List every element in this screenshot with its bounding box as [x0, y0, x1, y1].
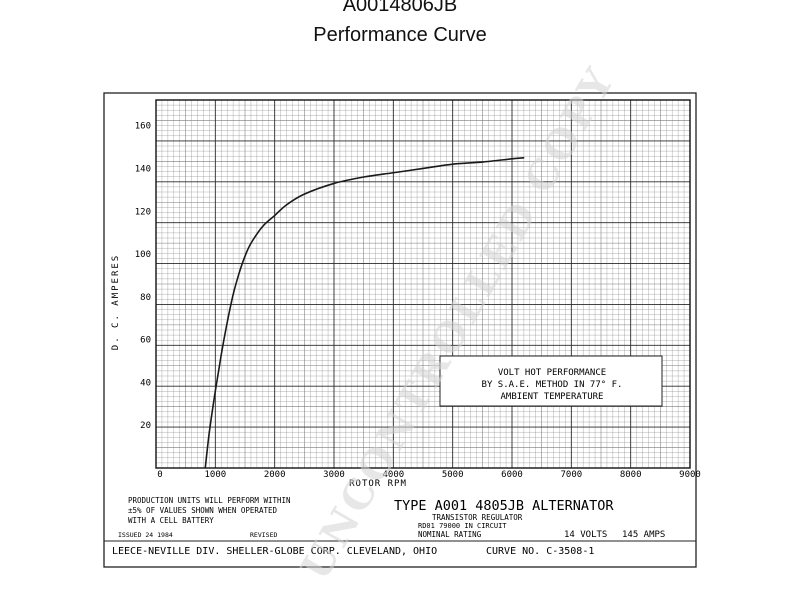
annotation-line-2: BY S.A.E. METHOD IN 77° F.: [482, 380, 623, 390]
annotation-box-frame: [439, 355, 663, 407]
curve-point: [214, 390, 216, 392]
plot-frame: [155, 99, 691, 469]
curve-point: [274, 214, 276, 217]
curve-point: [232, 294, 234, 296]
curve-point: [333, 182, 335, 185]
production-note-line-2: ±5% OF VALUES SHOWN WHEN OPERATED: [128, 506, 277, 515]
y-tick-label: 120: [135, 207, 151, 217]
curve-point: [452, 163, 454, 165]
production-note-line-3: WITH A CELL BATTERY: [128, 516, 214, 525]
page-title: A0014806JB: [342, 0, 458, 16]
regulator-line-1: TRANSISTOR REGULATOR: [432, 513, 523, 522]
curve-point: [262, 225, 264, 227]
x-tick-label: 8000: [620, 470, 642, 480]
x-tick-labels: 0 1000 2000 3000 4000 5000 6000 7000 8000 9000: [157, 470, 701, 480]
footer-block: PRODUCTION UNITS WILL PERFORM WITHIN ±5%…: [104, 496, 696, 557]
curve-point: [220, 354, 222, 356]
y-tick-label: 100: [135, 250, 151, 260]
y-tick-label: 40: [140, 378, 151, 388]
curve-points: [204, 157, 525, 469]
curve-point: [303, 193, 305, 195]
curve-point: [250, 242, 252, 244]
annotation-line-3: AMBIENT TEMPERATURE: [501, 392, 604, 402]
x-tick-label: 6000: [501, 470, 523, 480]
x-tick-label: 1000: [204, 470, 226, 480]
curve-number: CURVE NO. C-3508-1: [486, 546, 594, 557]
curve-point: [422, 167, 424, 170]
nominal-amps: 145 AMPS: [622, 530, 665, 540]
y-tick-label: 160: [135, 122, 151, 132]
curve-point: [523, 157, 525, 159]
nominal-label: NOMINAL RATING: [418, 530, 482, 539]
x-tick-label: 4000: [382, 470, 404, 480]
annotation-line-1: VOLT HOT PERFORMANCE: [498, 368, 606, 378]
y-tick-label: 60: [140, 336, 151, 346]
x-tick-label: 7000: [560, 470, 582, 480]
y-tick-label: 20: [140, 421, 151, 431]
curve-point: [363, 176, 365, 178]
revised-label: REVISED: [250, 531, 277, 539]
curve-point: [226, 321, 228, 324]
x-tick-label: 5000: [442, 470, 464, 480]
annotation-box: VOLT HOT PERFORMANCE BY S.A.E. METHOD IN…: [439, 355, 663, 407]
x-axis-label: ROTOR RPM: [349, 479, 407, 489]
issued-date: ISSUED 24 1984: [118, 531, 173, 539]
curve-point: [392, 172, 394, 174]
y-axis-label: D. C. AMPERES: [111, 254, 121, 350]
x-tick-label: 0: [157, 470, 162, 480]
nominal-volts: 14 VOLTS: [564, 530, 607, 540]
curve-point: [208, 431, 210, 433]
type-line: TYPE A001 4805JB ALTERNATOR: [394, 498, 614, 514]
curve-point: [511, 158, 513, 160]
production-note-line-1: PRODUCTION UNITS WILL PERFORM WITHIN: [128, 496, 291, 505]
y-tick-label: 140: [135, 164, 151, 174]
x-tick-label: 3000: [323, 470, 345, 480]
company-line: LEECE-NEVILLE DIV. SHELLER-GLOBE CORP. C…: [112, 546, 437, 557]
curve-point: [238, 272, 240, 274]
regulator-line-2: RD01 79000 IN CIRCUIT: [418, 522, 507, 530]
sheet-border: [103, 92, 697, 568]
page-subtitle: Performance Curve: [313, 24, 487, 46]
y-tick-label: 80: [140, 293, 151, 303]
curve-point: [204, 467, 206, 469]
y-tick-labels: 20 40 60 80 100 120 140 160: [135, 122, 151, 432]
grid-fine: [156, 100, 690, 468]
x-tick-label: 2000: [264, 470, 286, 480]
x-tick-label: 9000: [679, 470, 701, 480]
curve-point: [481, 161, 483, 163]
curve-point: [244, 255, 246, 257]
curve-point: [285, 204, 288, 206]
